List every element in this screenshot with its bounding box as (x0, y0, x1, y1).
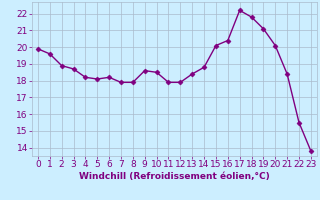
X-axis label: Windchill (Refroidissement éolien,°C): Windchill (Refroidissement éolien,°C) (79, 172, 270, 181)
